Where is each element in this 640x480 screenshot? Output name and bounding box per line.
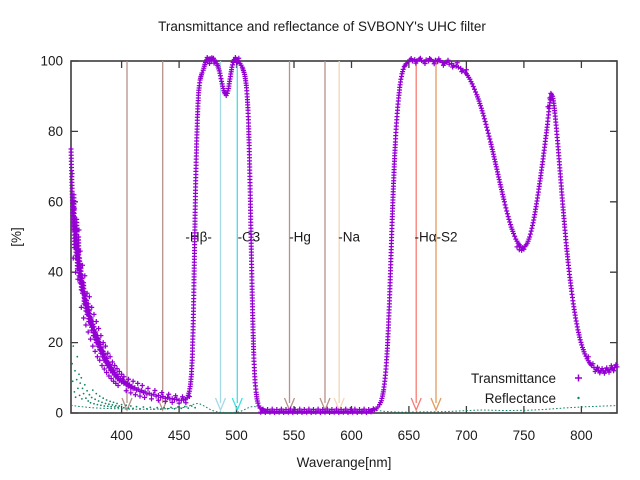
y-tick-label: 100 [40,54,63,69]
legend-marker-transmittance-plus-icon [575,374,582,382]
x-tick-label: 800 [570,428,593,443]
legend-label-transmittance: Transmittance [471,371,556,386]
line-label: -Na [338,230,360,245]
spectral-line-hg-546-arrow [283,61,296,412]
x-tick-label: 600 [340,428,363,443]
spectral-line-hg-405-arrow [121,61,133,412]
y-tick-label: 60 [48,194,63,209]
spectral-line-labels: -Hβ- -O3 -Hg -Na -Hα-S2 [185,230,457,245]
spectral-line-arrows [121,61,442,412]
x-tick-label: 650 [398,428,421,443]
spectral-line-halpha-656-arrow [410,61,422,412]
legend-marker-reflectance-dot-icon [577,396,580,400]
spectral-line-hbeta-486-arrow [214,61,227,412]
y-tick-label: 20 [48,335,63,350]
reflectance-noise-dots [71,345,197,410]
x-tick-label: 450 [168,428,191,443]
x-tick-label: 750 [513,428,536,443]
spectral-line-sii-673-arrow [430,61,442,412]
legend: Transmittance Reflectance [471,371,582,406]
y-tick-label: 40 [48,265,63,280]
x-tick-label: 550 [283,428,306,443]
x-tick-label: 400 [110,428,133,443]
y-tick-labels: 0 20 40 60 80 100 [40,54,63,421]
x-tick-label: 500 [225,428,248,443]
y-tick-label: 80 [48,124,63,139]
spectral-line-hg-577-arrow [319,61,331,412]
transmittance-series [68,55,620,415]
y-axis-label: [%] [9,227,24,247]
spectral-line-oiii-501-arrow [231,61,243,412]
line-label: -Hg [289,230,311,245]
legend-label-reflectance: Reflectance [485,391,556,406]
line-label: -Hα-S2 [415,230,458,245]
chart-title: Transmittance and reflectance of SVBONY'… [158,19,486,34]
transmittance-plus-markers [68,55,620,415]
x-tick-labels: 400 450 500 550 600 650 700 750 800 [110,428,592,443]
x-axis-label: Waverange[nm] [297,455,392,470]
spectral-line-hg-436-arrow [157,61,169,412]
line-label: -Hβ- [185,230,212,245]
x-tick-label: 700 [455,428,478,443]
y-tick-label: 0 [55,406,63,421]
